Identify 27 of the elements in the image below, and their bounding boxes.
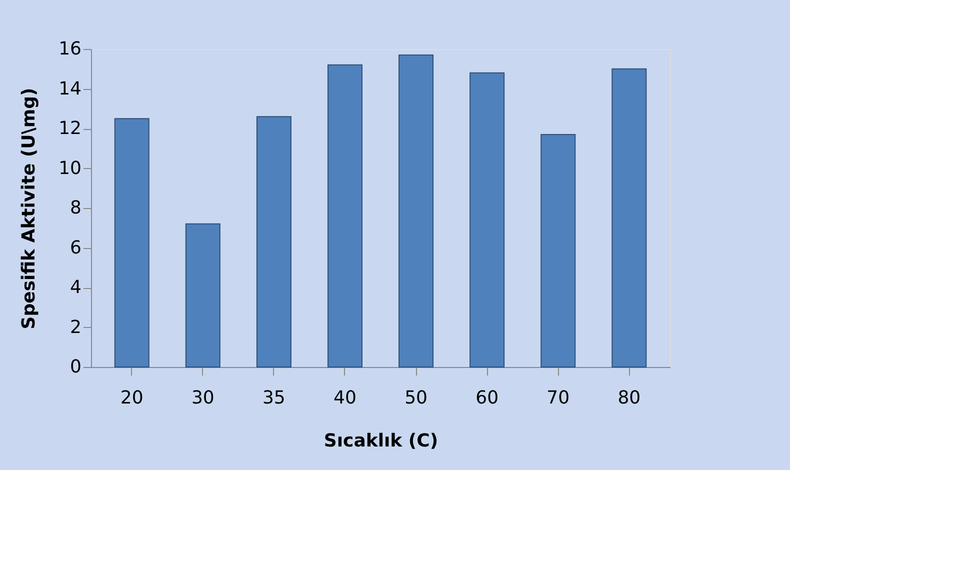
x-tick-label: 70 [546,388,570,408]
y-tick-label: 2 [70,316,82,338]
y-tick-label: 16 [58,38,82,60]
bar [114,118,150,368]
y-tick-label: 14 [58,78,82,100]
x-tick-label: 35 [262,388,286,408]
bar [612,68,647,368]
y-tick-label: 0 [70,356,82,378]
y-tick-label: 8 [70,198,82,218]
y-tick-label: 4 [70,277,82,298]
bar [398,54,434,368]
y-axis-title: Spesifik Aktivite (U\mg) [18,88,40,330]
bar [540,134,576,368]
x-axis-title: Sıcaklık (C) [324,430,438,452]
y-tick-label: 12 [58,118,82,139]
bar [327,64,362,368]
y-tick-label: 10 [58,158,82,179]
x-tick-label: 60 [476,388,499,408]
x-tick-label: 20 [120,388,144,408]
bar [185,223,220,368]
x-tick-label: 80 [618,388,641,408]
x-tick-label: 30 [191,388,214,408]
bar [256,116,292,368]
y-tick-label: 6 [70,237,82,258]
x-tick-label: 50 [404,388,428,408]
bar [470,72,505,368]
x-tick-label: 40 [334,388,356,408]
